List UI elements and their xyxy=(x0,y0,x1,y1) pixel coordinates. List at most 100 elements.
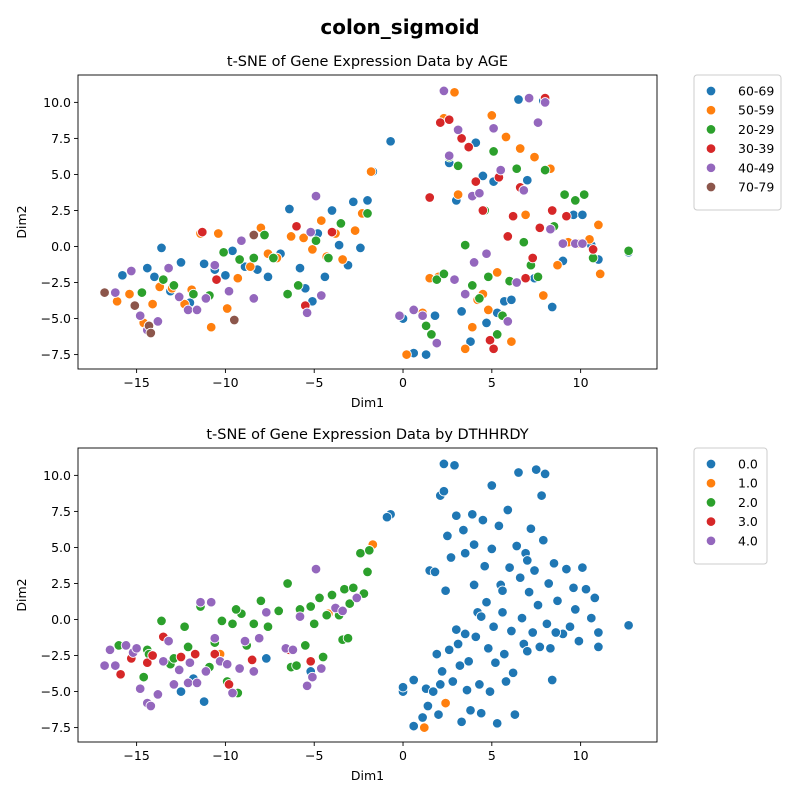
scatter-point xyxy=(520,209,531,221)
scatter-point xyxy=(285,231,297,242)
scatter-point xyxy=(145,327,157,339)
scatter-point xyxy=(253,632,265,644)
scatter-point xyxy=(543,578,554,589)
scatter-point xyxy=(459,288,471,300)
scatter-point xyxy=(248,252,260,264)
scatter-point xyxy=(129,300,141,311)
scatter-point xyxy=(156,242,167,254)
scatter-point xyxy=(326,589,338,601)
scatter-point xyxy=(442,530,453,542)
scatter-point xyxy=(550,627,562,638)
scatter-point xyxy=(452,638,464,650)
scatter-point xyxy=(317,651,329,663)
scatter-point xyxy=(323,252,334,264)
scatter-point xyxy=(394,310,405,321)
scatter-point xyxy=(443,114,455,125)
legend-entry-30-39: 30-39 xyxy=(705,141,774,156)
x-tick-label: −5 xyxy=(305,375,323,390)
scatter-point xyxy=(467,321,478,333)
scatter-point xyxy=(200,666,212,677)
scatter-point xyxy=(351,592,363,604)
scatter-point xyxy=(534,222,546,234)
scatter-point xyxy=(520,272,531,284)
scatter-point xyxy=(205,321,217,333)
scatter-point xyxy=(221,658,233,670)
scatter-point xyxy=(594,268,606,280)
scatter-point xyxy=(470,176,482,187)
scatter-point xyxy=(168,679,180,690)
scatter-point xyxy=(459,343,471,355)
scatter-point xyxy=(211,274,222,285)
y-axis-label: Dim2 xyxy=(14,205,29,238)
legend-marker xyxy=(705,104,717,116)
scatter-panel-age: t-SNE of Gene Expression Data by AGE −15 −… xyxy=(14,54,782,410)
scatter-point xyxy=(570,195,581,206)
scatter-point xyxy=(516,612,528,624)
legend-marker xyxy=(705,162,717,174)
scatter-point xyxy=(147,650,158,661)
scatter-point xyxy=(561,563,572,575)
scatter-point xyxy=(497,607,508,618)
y-tick-label: 7.5 xyxy=(51,504,71,519)
scatter-point xyxy=(438,268,450,280)
scatter-point xyxy=(419,722,430,733)
scatter-point xyxy=(436,666,448,677)
scatter-point xyxy=(248,293,260,304)
scatter-point xyxy=(349,225,361,236)
scatter-point xyxy=(422,700,434,712)
legend-marker xyxy=(705,477,717,489)
scatter-point xyxy=(385,136,396,147)
scatter-point xyxy=(104,644,116,656)
figure-suptitle: colon_sigmoid xyxy=(320,15,479,39)
scatter-point xyxy=(459,628,471,640)
scatter-point xyxy=(577,238,588,249)
scatter-point xyxy=(248,618,260,630)
scatter-point xyxy=(552,259,563,271)
scatter-point xyxy=(314,592,325,604)
scatter-point xyxy=(507,210,519,222)
scatter-point xyxy=(142,657,153,668)
scatter-point xyxy=(408,304,419,316)
scatter-point xyxy=(454,660,466,671)
scatter-point xyxy=(268,252,279,264)
scatter-point xyxy=(142,262,153,274)
scatter-point xyxy=(502,231,514,242)
scatter-point xyxy=(461,684,473,696)
scatter-point xyxy=(488,621,499,632)
scatter-point xyxy=(440,697,451,709)
scatter-point xyxy=(440,585,451,596)
legend-marker xyxy=(705,85,717,97)
scatter-point xyxy=(483,304,494,316)
x-tick-label: −5 xyxy=(305,748,323,763)
scatter-point xyxy=(365,166,377,177)
scatter-point xyxy=(475,707,487,719)
scatter-point xyxy=(339,583,350,595)
legend-label: 50-59 xyxy=(738,103,774,118)
x-tick-label: −15 xyxy=(123,748,149,763)
legend-box xyxy=(693,447,768,565)
scatter-point xyxy=(488,123,499,134)
scatter-point xyxy=(158,274,169,285)
y-tick-label: 2.5 xyxy=(51,576,71,591)
scatter-point xyxy=(449,87,460,98)
y-tick-label: 5.0 xyxy=(51,540,71,555)
scatter-point xyxy=(486,543,498,555)
scatter-point xyxy=(502,316,514,327)
x-tick-label: −10 xyxy=(212,375,238,390)
legend-label: 30-39 xyxy=(738,141,774,156)
scatter-point xyxy=(248,229,260,241)
scatter-point xyxy=(326,226,338,238)
scatter-point xyxy=(426,329,437,340)
scatter-point xyxy=(522,645,533,657)
scatter-point xyxy=(536,490,547,501)
scatter-point xyxy=(522,174,533,186)
x-tick-label: 10 xyxy=(573,375,589,390)
scatter-point xyxy=(500,131,512,143)
scatter-point xyxy=(424,192,435,203)
scatter-point xyxy=(213,228,224,239)
legend-label: 0.0 xyxy=(738,457,758,472)
scatter-point xyxy=(578,189,590,200)
scatter-point xyxy=(568,582,579,594)
scatter-point xyxy=(490,657,501,668)
scatter-point xyxy=(156,615,167,627)
